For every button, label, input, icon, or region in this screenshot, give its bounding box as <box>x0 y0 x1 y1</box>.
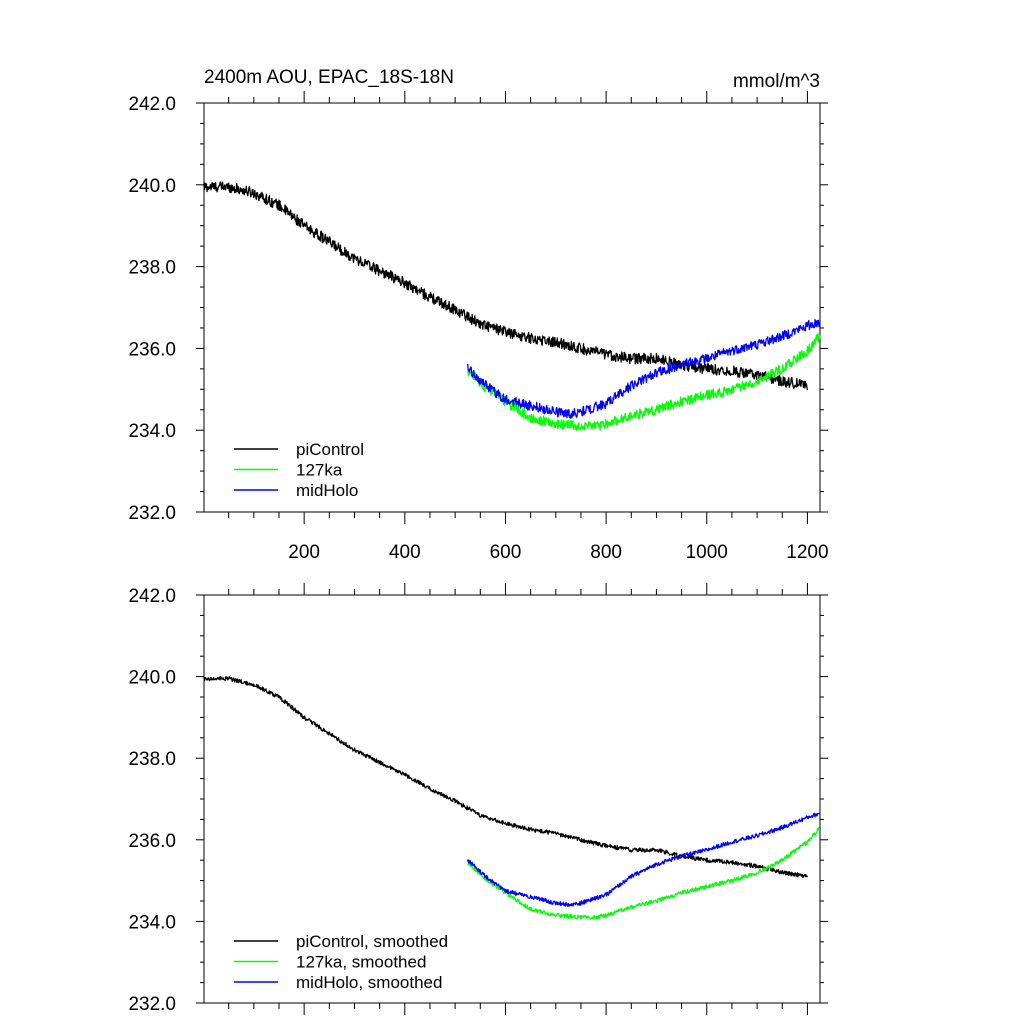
series-line-piControl <box>203 181 809 391</box>
x-tick-label: 200 <box>288 542 320 563</box>
series-line-piControl <box>203 676 808 879</box>
legend-label-127ka: 127ka, smoothed <box>296 953 426 972</box>
series-line-127ka <box>467 333 821 431</box>
y-tick-label: 232.0 <box>128 994 176 1015</box>
bottom-panel: 232.0 234.0 236.0 238.0 240.0 242.0 piControl,… <box>128 583 828 1015</box>
x-tick-label: 800 <box>590 542 622 563</box>
legend-label-127ka: 127ka <box>296 461 343 480</box>
series-line-127ka <box>467 826 821 920</box>
y-tick-label: 238.0 <box>128 258 176 279</box>
y-tick-label: 234.0 <box>128 421 176 442</box>
y-tick-label: 234.0 <box>128 912 176 933</box>
y-tick-label: 242.0 <box>128 94 176 115</box>
y-tick-label: 232.0 <box>128 503 176 524</box>
y-tick-label: 236.0 <box>128 339 176 360</box>
y-tick-label: 240.0 <box>128 176 176 197</box>
x-tick-label: 1000 <box>686 542 728 563</box>
x-tick-label: 400 <box>389 542 421 563</box>
legend-label-midHolo: midHolo <box>296 481 358 500</box>
legend-label-piControl: piControl, smoothed <box>296 932 448 951</box>
x-tick-label: 1200 <box>786 542 828 563</box>
x-tick-label: 600 <box>490 542 522 563</box>
top-panel: 232.0 234.0 236.0 238.0 240.0 242.0 200 400 600 8… <box>128 91 829 563</box>
y-tick-label: 240.0 <box>128 668 176 689</box>
y-tick-label: 238.0 <box>128 749 176 770</box>
chart-units: mmol/m^3 <box>733 71 820 92</box>
y-tick-label: 236.0 <box>128 831 176 852</box>
legend-label-piControl: piControl <box>296 440 364 459</box>
legend-label-midHolo: midHolo, smoothed <box>296 973 442 992</box>
series-line-midHolo <box>467 812 821 908</box>
y-tick-label: 242.0 <box>128 586 176 607</box>
series-line-midHolo <box>467 318 821 419</box>
chart-title: 2400m AOU, EPAC_18S-18N <box>204 67 454 88</box>
